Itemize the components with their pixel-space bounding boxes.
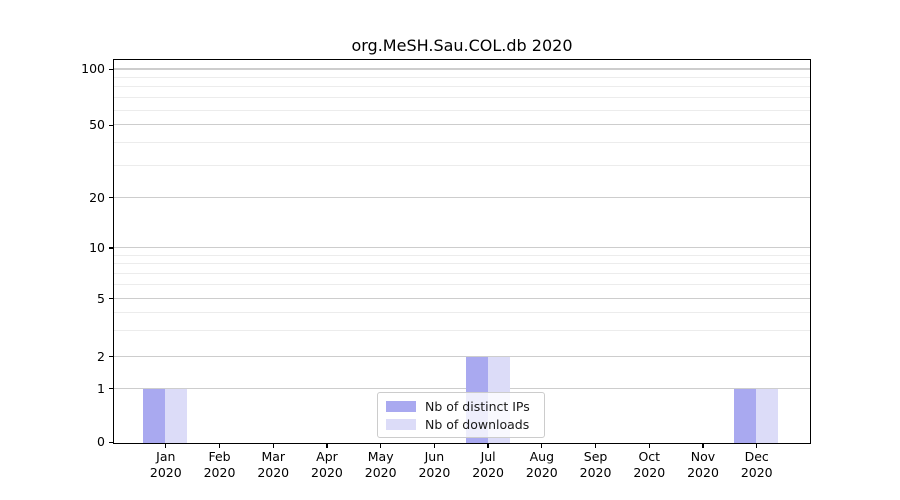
x-tick-mark-feb (218, 444, 221, 448)
bar-downloads-jan (165, 389, 188, 443)
gridline-minor-6 (114, 284, 810, 286)
bar-distinct-ips-dec (734, 389, 757, 443)
legend-item-downloads: Nb of downloads (386, 416, 536, 432)
y-tick-label-20: 20 (89, 189, 105, 205)
gridline-major-50 (114, 124, 810, 126)
x-tick-mark-sep (594, 444, 597, 448)
x-tick-label-sep: Sep 2020 (579, 449, 612, 480)
gridline-minor-7 (114, 273, 810, 275)
bar-distinct-ips-jan (143, 389, 166, 443)
gridline-major-2 (114, 355, 810, 357)
y-tick-label-5: 5 (97, 290, 105, 306)
y-tick-label-50: 50 (89, 117, 105, 133)
x-tick-mark-aug (541, 444, 543, 448)
gridline-minor-60 (114, 109, 810, 111)
y-tick-label-0: 0 (97, 434, 105, 450)
legend-label-distinct-ips: Nb of distinct IPs (425, 398, 530, 414)
x-tick-label-aug: Aug 2020 (525, 449, 558, 480)
x-tick-label-oct: Oct 2020 (633, 449, 666, 480)
x-tick-label-feb: Feb 2020 (203, 449, 236, 480)
x-tick-label-jun: Jun 2020 (418, 449, 451, 480)
plot-area: Nb of distinct IPs Nb of downloads (113, 59, 811, 444)
gridline-minor-3 (114, 330, 810, 332)
y-tick-mark-1 (109, 387, 114, 390)
y-tick-mark-100 (109, 68, 114, 71)
gridline-minor-8 (114, 263, 810, 265)
gridline-minor-4 (114, 311, 810, 313)
x-tick-mark-apr (326, 444, 328, 448)
gridline-major-10 (114, 246, 810, 249)
y-tick-label-100: 100 (81, 61, 105, 77)
legend-label-downloads: Nb of downloads (425, 416, 530, 432)
gridline-minor-80 (114, 86, 810, 88)
y-tick-mark-0 (109, 441, 114, 444)
y-tick-label-2: 2 (97, 348, 105, 364)
gridline-major-1 (114, 387, 810, 389)
legend-swatch-distinct-ips (386, 400, 416, 412)
y-tick-label-10: 10 (89, 239, 105, 255)
gridline-minor-40 (114, 141, 810, 143)
x-tick-mark-mar (272, 444, 274, 448)
chart-title: org.MeSH.Sau.COL.db 2020 (351, 36, 573, 55)
x-tick-mark-nov (702, 444, 704, 448)
legend: Nb of distinct IPs Nb of downloads (377, 392, 545, 438)
x-tick-label-dec: Dec 2020 (740, 449, 773, 480)
x-tick-label-apr: Apr 2020 (311, 449, 343, 480)
y-tick-mark-20 (109, 196, 114, 199)
x-tick-mark-oct (648, 444, 650, 448)
x-tick-mark-jan (165, 444, 167, 448)
x-tick-label-mar: Mar 2020 (257, 449, 290, 480)
gridline-minor-90 (114, 76, 810, 78)
legend-swatch-downloads (386, 418, 416, 430)
x-tick-label-jul: Jul 2020 (472, 449, 505, 480)
y-tick-mark-50 (109, 124, 114, 126)
x-tick-mark-jul (487, 444, 489, 448)
legend-item-distinct-ips: Nb of distinct IPs (386, 398, 536, 414)
x-tick-mark-jun (433, 444, 436, 448)
x-tick-label-may: May 2020 (364, 449, 397, 480)
bar-downloads-dec (756, 389, 779, 443)
x-tick-mark-dec (756, 444, 758, 448)
gridline-major-5 (114, 297, 810, 299)
gridline-minor-9 (114, 254, 810, 256)
y-tick-mark-5 (109, 298, 114, 300)
gridline-minor-30 (114, 164, 810, 166)
gridline-major-20 (114, 196, 810, 198)
y-tick-mark-10 (109, 247, 114, 249)
x-tick-label-jan: Jan 2020 (149, 449, 182, 480)
gridline-major-100 (114, 68, 810, 70)
y-tick-label-1: 1 (97, 380, 105, 396)
y-tick-mark-2 (109, 355, 114, 358)
x-tick-label-nov: Nov 2020 (687, 449, 719, 480)
x-tick-mark-may (380, 444, 382, 448)
gridline-minor-70 (114, 97, 810, 99)
